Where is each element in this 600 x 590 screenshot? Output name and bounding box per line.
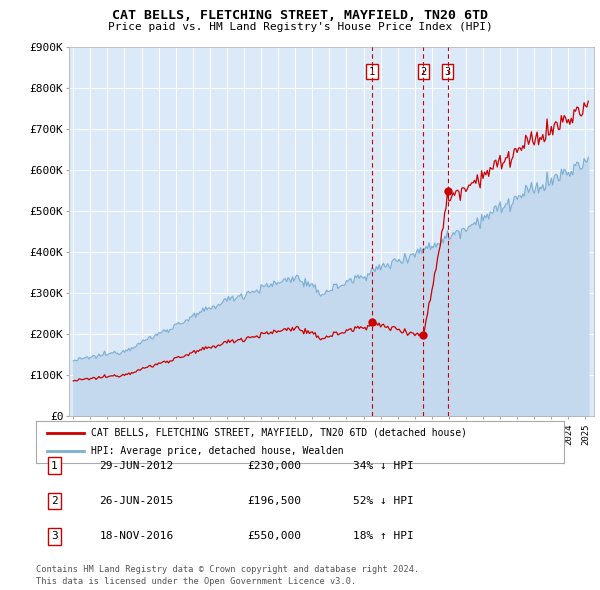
Text: 26-JUN-2015: 26-JUN-2015 xyxy=(100,496,173,506)
Text: 52% ↓ HPI: 52% ↓ HPI xyxy=(353,496,413,506)
Text: Contains HM Land Registry data © Crown copyright and database right 2024.: Contains HM Land Registry data © Crown c… xyxy=(36,565,419,574)
Text: £196,500: £196,500 xyxy=(247,496,301,506)
Text: 2: 2 xyxy=(420,67,427,77)
Text: 34% ↓ HPI: 34% ↓ HPI xyxy=(353,461,413,470)
Text: £550,000: £550,000 xyxy=(247,532,301,541)
Text: 2: 2 xyxy=(51,496,58,506)
Text: 3: 3 xyxy=(51,532,58,541)
Text: 29-JUN-2012: 29-JUN-2012 xyxy=(100,461,173,470)
Text: 1: 1 xyxy=(51,461,58,470)
Text: This data is licensed under the Open Government Licence v3.0.: This data is licensed under the Open Gov… xyxy=(36,577,356,586)
Text: 18% ↑ HPI: 18% ↑ HPI xyxy=(353,532,413,541)
Text: Price paid vs. HM Land Registry's House Price Index (HPI): Price paid vs. HM Land Registry's House … xyxy=(107,22,493,32)
Text: 3: 3 xyxy=(445,67,451,77)
Text: CAT BELLS, FLETCHING STREET, MAYFIELD, TN20 6TD: CAT BELLS, FLETCHING STREET, MAYFIELD, T… xyxy=(112,9,488,22)
Text: HPI: Average price, detached house, Wealden: HPI: Average price, detached house, Weal… xyxy=(91,446,344,456)
Text: 1: 1 xyxy=(369,67,375,77)
Text: 18-NOV-2016: 18-NOV-2016 xyxy=(100,532,173,541)
Text: CAT BELLS, FLETCHING STREET, MAYFIELD, TN20 6TD (detached house): CAT BELLS, FLETCHING STREET, MAYFIELD, T… xyxy=(91,428,467,438)
Text: £230,000: £230,000 xyxy=(247,461,301,470)
